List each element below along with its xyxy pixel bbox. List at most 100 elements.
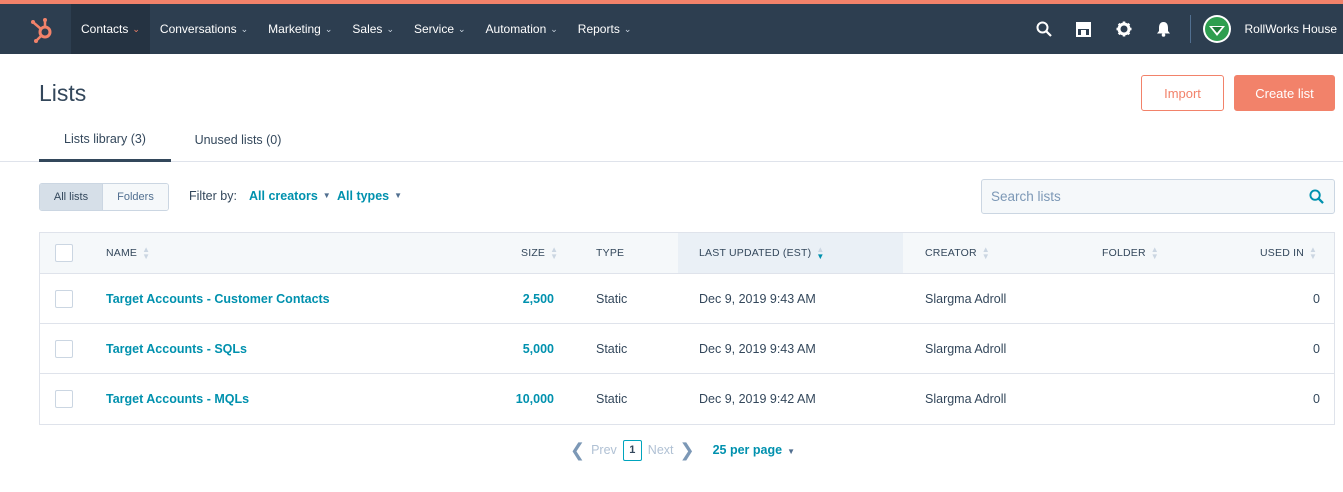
select-all-checkbox[interactable] [55,244,73,262]
search-box [981,179,1335,214]
next-page-button[interactable]: Next [647,443,674,457]
header-used-in[interactable]: USED IN ▲ ▼ [1260,233,1317,273]
list-size-link[interactable]: 10,000 [515,391,554,406]
nav-marketing-label: Marketing [268,22,321,36]
tab-lists-library[interactable]: Lists library (3) [39,118,171,162]
current-page-button[interactable]: 1 [622,439,642,461]
caret-down-icon: ▼ [787,447,795,456]
list-used-in: 0 [1313,391,1320,406]
table-row: Target Accounts - MQLs 10,000 Static Dec… [40,374,1334,424]
nav-automation-label: Automation [485,22,547,36]
hubspot-logo-icon[interactable] [28,16,56,44]
header-last-updated-label: LAST UPDATED (EST) [699,247,812,259]
table-row: Target Accounts - SQLs 5,000 Static Dec … [40,324,1334,374]
row-checkbox[interactable] [55,389,73,408]
chevron-down-icon: ⌄ [623,23,632,34]
view-toggle: All lists Folders [39,183,169,211]
nav-sales[interactable]: Sales ⌄ [342,4,404,54]
account-avatar[interactable] [1202,15,1231,43]
prev-page-button[interactable]: Prev [591,443,617,457]
row-checkbox-cell [55,374,73,423]
nav-reports[interactable]: Reports ⌄ [568,4,642,54]
header-name[interactable]: NAME ▲ ▼ [106,233,150,273]
header-creator-label: CREATOR [925,247,977,259]
search-icon[interactable] [1024,4,1064,54]
create-list-button[interactable]: Create list [1234,75,1335,111]
nav-conversations-label: Conversations [159,22,237,36]
row-checkbox-cell [55,324,73,373]
header-size[interactable]: SIZE ▲ ▼ [521,233,558,273]
nav-automation[interactable]: Automation ⌄ [476,4,568,54]
nav-contacts[interactable]: Contacts ⌄ [71,4,150,54]
all-lists-toggle[interactable]: All lists [40,184,103,210]
sort-icon: ▲ ▼ [981,245,990,261]
nav-sales-label: Sales [352,22,383,36]
list-size-link[interactable]: 2,500 [522,291,554,306]
marketplace-icon[interactable] [1064,4,1104,54]
page-title: Lists [39,80,87,106]
list-creator: Slargma Adroll [925,341,1007,356]
chevron-down-icon: ⌄ [324,23,333,34]
tab-unused-lists[interactable]: Unused lists (0) [194,133,282,147]
list-name-link[interactable]: Target Accounts - MQLs [106,391,250,406]
nav-service-label: Service [413,22,454,36]
list-creator: Slargma Adroll [925,291,1007,306]
row-checkbox[interactable] [55,339,73,358]
folders-toggle[interactable]: Folders [103,184,168,210]
pagination: ❮ Prev 1 Next ❯ 25 per page ▼ [570,438,795,462]
header-used-in-label: USED IN [1260,247,1304,259]
gear-icon[interactable] [1104,4,1144,54]
nav-marketing[interactable]: Marketing ⌄ [258,4,342,54]
chevron-left-icon[interactable]: ❮ [570,439,586,460]
sort-icon: ▲ ▼ [142,245,151,261]
header-creator[interactable]: CREATOR ▲ ▼ [925,233,990,273]
chevron-right-icon[interactable]: ❯ [679,439,695,460]
list-used-in: 0 [1313,291,1320,306]
caret-down-icon: ▼ [394,191,403,200]
types-filter-label: All types [337,189,390,203]
header-folder[interactable]: FOLDER ▲ ▼ [1102,233,1159,273]
creators-filter-dropdown[interactable]: All creators ▼ [249,189,331,203]
chevron-down-icon: ⌄ [550,23,558,34]
nav-reports-label: Reports [577,22,620,36]
list-name-link[interactable]: Target Accounts - Customer Contacts [106,291,330,306]
list-type: Static [596,391,628,406]
list-last-updated: Dec 9, 2019 9:42 AM [699,391,816,406]
header-folder-label: FOLDER [1102,247,1146,259]
chevron-down-icon: ⌄ [132,23,140,34]
header-last-updated[interactable]: LAST UPDATED (EST) ▲ ▼ [678,233,903,273]
sort-icon: ▲ ▼ [1150,245,1159,261]
row-checkbox-cell [55,274,73,323]
sort-descending-icon: ▲ ▼ [816,245,825,261]
sort-icon: ▲ ▼ [550,245,559,261]
nav-divider [1189,15,1191,43]
bell-icon[interactable] [1144,4,1184,54]
list-used-in: 0 [1313,341,1320,356]
main-nav: Contacts ⌄ Conversations ⌄ Marketing ⌄ Sale… [71,4,641,54]
nav-utilities: RollWorks House [1024,4,1343,54]
search-icon[interactable] [1309,189,1324,209]
filter-label: Filter by: [189,189,237,203]
row-checkbox[interactable] [55,289,73,308]
list-creator: Slargma Adroll [925,391,1007,406]
select-all-checkbox-cell [55,233,73,273]
creators-filter-label: All creators [249,189,318,203]
per-page-label: 25 per page [712,443,783,457]
header-name-label: NAME [106,247,138,259]
nav-conversations[interactable]: Conversations ⌄ [150,4,258,54]
table-header: NAME ▲ ▼ SIZE ▲ ▼ TYPE LAST UPDATED (EST) ▲ ▼ … [40,233,1334,274]
list-name-link[interactable]: Target Accounts - SQLs [106,341,247,356]
types-filter-dropdown[interactable]: All types ▼ [337,189,402,203]
search-lists-input[interactable] [982,180,1292,213]
per-page-dropdown[interactable]: 25 per page ▼ [713,443,795,457]
header-type: TYPE [596,233,624,273]
account-name[interactable]: RollWorks House [1244,22,1337,36]
caret-down-icon: ▼ [322,191,331,200]
list-type: Static [596,291,628,306]
list-size-link[interactable]: 5,000 [522,341,554,356]
nav-service[interactable]: Service ⌄ [404,4,476,54]
tab-bar: Lists library (3) Unused lists (0) [0,118,1343,162]
chevron-down-icon: ⌄ [386,23,394,34]
table-row: Target Accounts - Customer Contacts 2,50… [40,274,1334,324]
import-button[interactable]: Import [1141,75,1224,111]
